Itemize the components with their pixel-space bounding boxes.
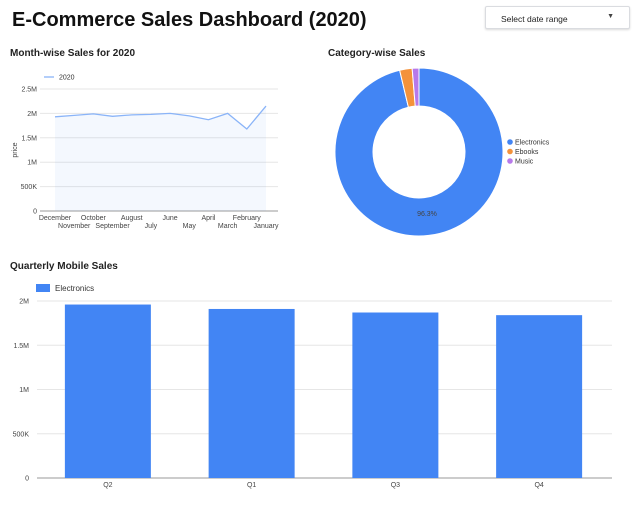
legend-label-ebooks: Ebooks bbox=[515, 149, 539, 156]
bar-q1 bbox=[208, 308, 295, 478]
x-tick-label: July bbox=[145, 223, 158, 230]
y-tick-label: 2M bbox=[19, 299, 29, 306]
page-title: E-Commerce Sales Dashboard (2020) bbox=[12, 9, 367, 31]
x-tick-label: November bbox=[58, 223, 91, 230]
y-tick-label: 500K bbox=[13, 431, 30, 438]
x-tick-label: January bbox=[254, 223, 279, 230]
bar-q3 bbox=[352, 312, 439, 478]
x-tick-label: June bbox=[162, 215, 177, 222]
x-tick-label: May bbox=[183, 223, 197, 230]
legend-swatch-ebooks bbox=[507, 148, 513, 155]
y-tick-label: 0 bbox=[25, 476, 29, 483]
chevron-down-icon: ▼ bbox=[607, 13, 614, 20]
x-tick-label: March bbox=[218, 223, 238, 230]
x-tick-label: August bbox=[121, 215, 143, 222]
quarterly-chart-title: Quarterly Mobile Sales bbox=[10, 261, 118, 272]
x-tick-label: September bbox=[95, 223, 130, 230]
monthly-chart-title: Month-wise Sales for 2020 bbox=[10, 48, 136, 59]
series-line-2020 bbox=[54, 105, 267, 130]
y-tick-label: 2M bbox=[27, 111, 37, 118]
legend-label-2020: 2020 bbox=[59, 75, 75, 82]
y-tick-label: 2.5M bbox=[21, 87, 37, 94]
legend-label-electronics: Electronics bbox=[55, 284, 94, 293]
bar-q2 bbox=[64, 304, 151, 478]
y-tick-label: 1M bbox=[27, 160, 37, 167]
y-tick-label: 1M bbox=[19, 387, 29, 394]
x-tick-label: December bbox=[39, 215, 72, 222]
series-area bbox=[55, 106, 266, 211]
date-range-placeholder: Select date range bbox=[501, 14, 568, 24]
donut-slice-electronics bbox=[334, 67, 504, 237]
x-tick-label: Q3 bbox=[391, 482, 400, 489]
y-tick-label: 500K bbox=[21, 184, 38, 191]
legend-swatch-electronics bbox=[36, 284, 50, 292]
y-tick-label: 1.5M bbox=[13, 343, 29, 350]
x-tick-label: April bbox=[201, 215, 215, 222]
legend-swatch-music bbox=[507, 158, 513, 164]
x-tick-label: Q1 bbox=[247, 482, 256, 489]
bar-q4 bbox=[496, 315, 583, 478]
x-tick-label: Q2 bbox=[103, 482, 112, 489]
legend-label-music: Music bbox=[515, 159, 534, 166]
date-range-select[interactable]: Select date range ▼ bbox=[485, 6, 630, 29]
x-tick-label: February bbox=[233, 215, 262, 222]
legend-swatch-electronics bbox=[507, 139, 513, 145]
y-tick-label: 1.5M bbox=[21, 135, 37, 142]
y-tick-label: 0 bbox=[33, 209, 37, 216]
legend-label-electronics: Electronics bbox=[515, 140, 550, 147]
x-tick-label: Q4 bbox=[534, 482, 543, 489]
donut-data-label: 96.3% bbox=[417, 211, 437, 218]
category-chart-title: Category-wise Sales bbox=[328, 48, 426, 59]
y-axis-label: price bbox=[12, 142, 19, 157]
x-tick-label: October bbox=[81, 215, 107, 222]
donut-slice-music bbox=[411, 67, 420, 107]
